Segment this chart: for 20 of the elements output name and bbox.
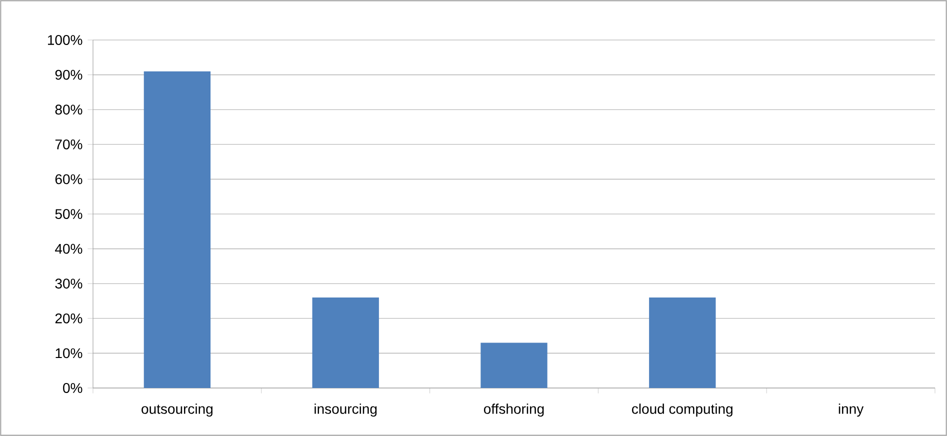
y-tick-label: 40%: [55, 244, 82, 254]
y-tick-label: 70%: [55, 139, 82, 150]
y-tick-label: 20%: [55, 313, 82, 324]
y-tick-label: 30%: [55, 278, 82, 289]
y-tick-label: 90%: [55, 70, 82, 80]
bar: [480, 342, 548, 388]
y-tick-label: 10%: [56, 348, 82, 358]
x-tick-label: insourcing: [314, 404, 377, 417]
x-tick-label: offshoring: [484, 404, 544, 417]
bar: [144, 71, 211, 388]
y-tick-label: 60%: [55, 174, 82, 184]
y-tick-label: 80%: [55, 104, 82, 115]
bar: [649, 298, 716, 388]
x-tick-label: outsourcing: [142, 404, 212, 417]
y-tick-label: 0%: [63, 383, 82, 393]
bar: [312, 298, 379, 388]
x-tick-label: inny: [838, 404, 864, 417]
y-tick-label: 50%: [55, 209, 82, 219]
y-tick-label: 100%: [48, 35, 82, 45]
x-tick-label: cloud computing: [632, 404, 732, 417]
